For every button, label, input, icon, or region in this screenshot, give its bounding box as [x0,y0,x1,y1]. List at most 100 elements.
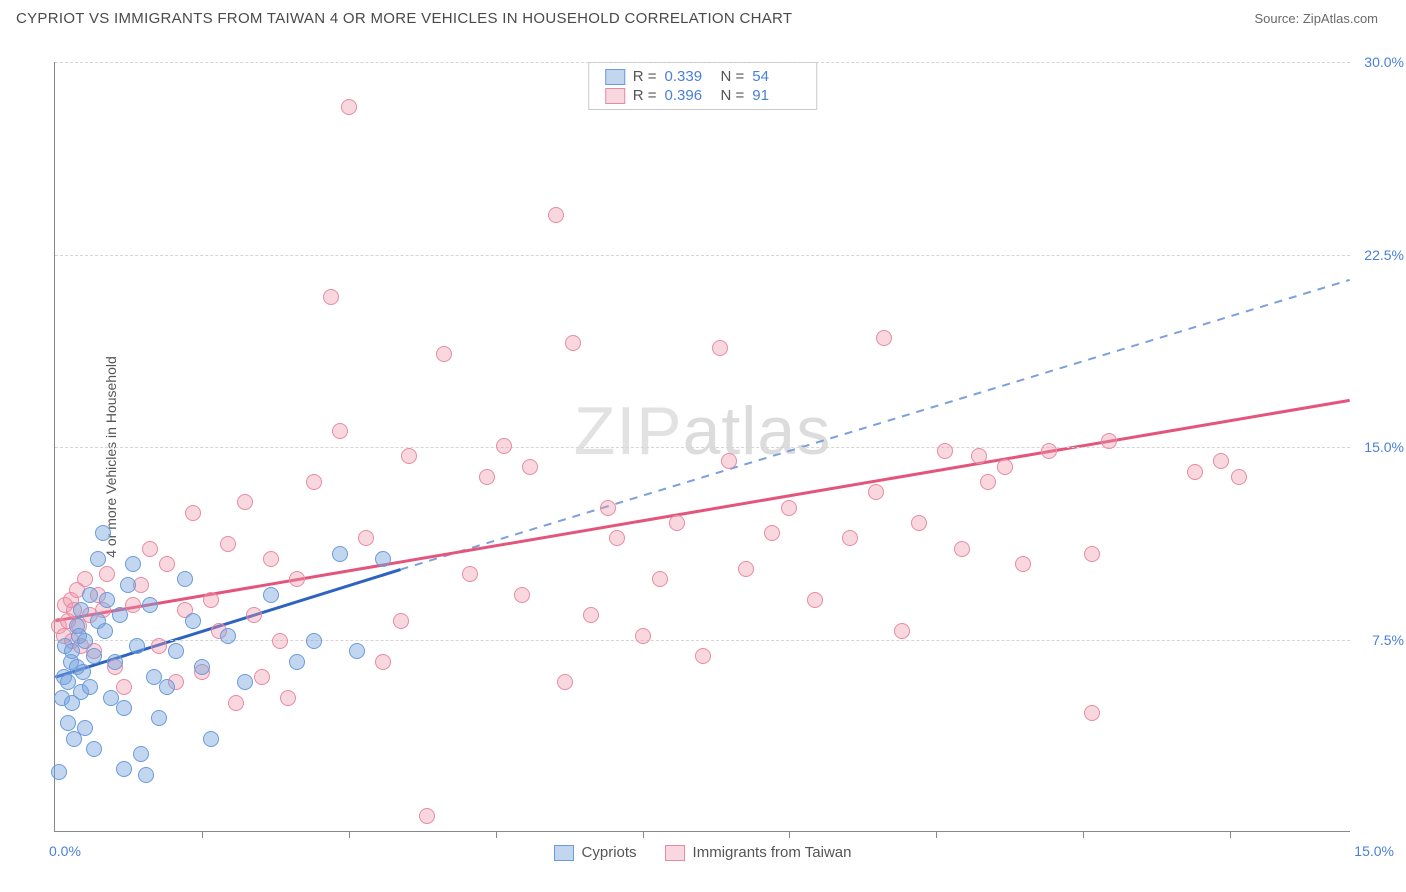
point-pink [1101,433,1117,449]
stat-r-value: 0.396 [665,87,713,104]
point-blue [97,623,113,639]
point-blue [349,643,365,659]
point-pink [479,469,495,485]
point-pink [954,541,970,557]
point-blue [289,654,305,670]
point-blue [129,638,145,654]
legend-label: Immigrants from Taiwan [693,844,852,861]
legend-label: Cypriots [582,844,637,861]
x-tick [496,831,497,838]
point-blue [82,587,98,603]
point-blue [112,607,128,623]
point-pink [280,690,296,706]
grid-line [55,62,1350,63]
swatch-icon [554,845,574,861]
point-pink [125,597,141,613]
stats-row: R = 0.396 N = 91 [605,86,801,105]
point-pink [159,556,175,572]
point-pink [557,674,573,690]
point-pink [1187,464,1203,480]
point-blue [116,761,132,777]
stat-r-label: R = [633,87,657,104]
point-blue [151,710,167,726]
point-blue [194,659,210,675]
point-pink [876,330,892,346]
point-pink [1041,443,1057,459]
point-blue [306,633,322,649]
x-tick [643,831,644,838]
grid-line [55,447,1350,448]
point-blue [237,674,253,690]
x-tick [1230,831,1231,838]
grid-line [55,640,1350,641]
stat-n-value: 54 [752,68,800,85]
point-pink [228,695,244,711]
point-blue [263,587,279,603]
point-pink [323,289,339,305]
x-tick [349,831,350,838]
chart-title: CYPRIOT VS IMMIGRANTS FROM TAIWAN 4 OR M… [16,10,792,27]
point-pink [401,448,417,464]
point-blue [95,525,111,541]
point-pink [99,566,115,582]
point-blue [177,571,193,587]
stat-n-value: 91 [752,87,800,104]
point-blue [332,546,348,562]
point-pink [695,648,711,664]
point-pink [1015,556,1031,572]
stat-n-label: N = [721,87,745,104]
point-pink [911,515,927,531]
point-blue [168,643,184,659]
point-pink [116,679,132,695]
point-blue [73,602,89,618]
point-pink [203,592,219,608]
point-pink [375,654,391,670]
point-pink [712,340,728,356]
point-pink [436,346,452,362]
point-pink [306,474,322,490]
point-blue [142,597,158,613]
y-tick-label: 30.0% [1364,54,1404,70]
point-blue [220,628,236,644]
y-tick-label: 22.5% [1364,247,1404,263]
point-pink [1084,705,1100,721]
point-pink [583,607,599,623]
point-pink [738,561,754,577]
point-pink [1231,469,1247,485]
point-pink [358,530,374,546]
x-max-label: 15.0% [1354,843,1394,859]
point-pink [894,623,910,639]
point-pink [142,541,158,557]
point-blue [77,720,93,736]
point-blue [116,700,132,716]
point-blue [51,764,67,780]
point-pink [272,633,288,649]
point-pink [669,515,685,531]
point-blue [120,577,136,593]
swatch-icon [605,69,625,85]
point-pink [1084,546,1100,562]
swatch-icon [665,845,685,861]
point-blue [185,613,201,629]
stats-row: R = 0.339N = 54 [605,67,801,86]
point-pink [1213,453,1229,469]
legend-item: Cypriots [554,844,637,861]
point-pink [565,335,581,351]
point-blue [86,741,102,757]
point-pink [980,474,996,490]
point-pink [997,459,1013,475]
point-pink [393,613,409,629]
point-pink [609,530,625,546]
grid-line [55,255,1350,256]
x-min-label: 0.0% [49,843,81,859]
point-pink [652,571,668,587]
point-pink [971,448,987,464]
point-blue [159,679,175,695]
source-label: Source: ZipAtlas.com [1254,11,1378,26]
plot-area: ZIPatlas R = 0.339N = 54R = 0.396N = 91 … [54,62,1350,832]
legend-item: Immigrants from Taiwan [665,844,852,861]
point-pink [764,525,780,541]
point-pink [548,207,564,223]
point-blue [375,551,391,567]
point-pink [254,669,270,685]
